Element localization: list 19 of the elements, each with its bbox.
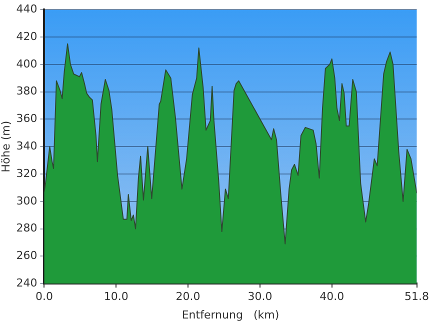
x-tick-label: 30.0 — [248, 290, 272, 304]
y-tick-label: 320 — [16, 166, 38, 180]
y-tick-label: 340 — [16, 139, 38, 152]
y-axis-title: Höhe (m) — [0, 120, 12, 172]
x-tick-label: 0.0 — [35, 290, 53, 304]
x-tick-label: 20.0 — [176, 290, 200, 304]
y-tick-label: 400 — [16, 57, 38, 70]
y-tick-label: 440 — [16, 2, 38, 16]
x-tick-label: 40.0 — [320, 290, 344, 304]
y-tick-label: 240 — [16, 276, 38, 290]
y-tick-label: 420 — [16, 30, 38, 43]
y-tick-label: 300 — [16, 194, 38, 208]
y-tick-label: 380 — [16, 84, 38, 98]
y-tick-label: 260 — [16, 249, 38, 262]
x-tick-label: 51.8 — [404, 290, 430, 304]
x-axis-title: Entfernung (km) — [182, 308, 280, 322]
x-tick-label: 10.0 — [104, 290, 128, 304]
y-tick-label: 280 — [16, 222, 38, 235]
y-tick-label: 360 — [16, 112, 38, 126]
